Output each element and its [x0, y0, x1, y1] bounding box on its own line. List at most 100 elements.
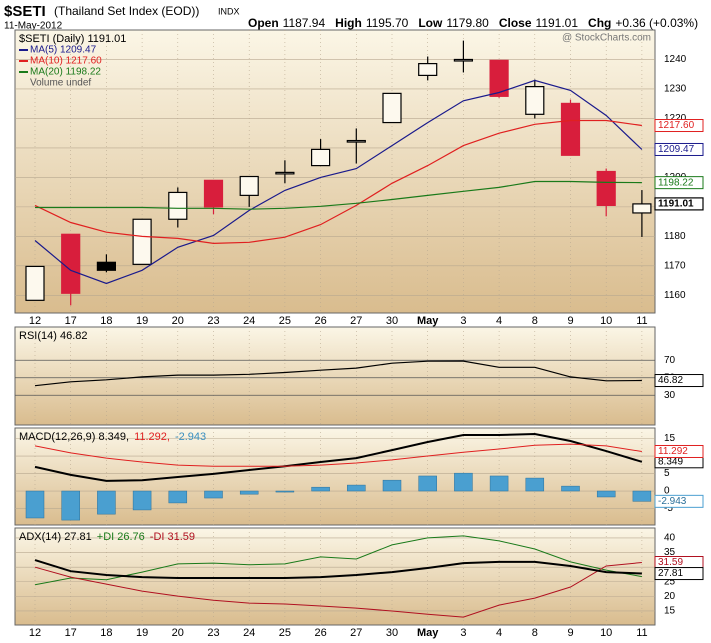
x-tick-label: 23 — [207, 315, 219, 327]
end-label: 31.59 — [658, 557, 683, 568]
candle-body — [596, 170, 616, 207]
legend-entry: ADX(14) 27.81 — [19, 531, 92, 543]
histogram-bar — [168, 490, 188, 504]
quote-label: Open — [248, 16, 279, 30]
close-label-box — [654, 197, 704, 211]
candle-body — [453, 58, 473, 62]
y-tick-label: 15 — [664, 433, 676, 444]
x-tick-label: 19 — [136, 627, 148, 639]
x-tick-label: 27 — [350, 627, 362, 639]
legend-entry: -DI 31.59 — [150, 531, 195, 543]
end-label: 8.349 — [658, 456, 683, 467]
y-tick-label: 1220 — [664, 113, 687, 124]
close-label: 1191.01 — [658, 199, 694, 210]
y-tick-label: 20 — [664, 591, 676, 602]
date: 11-May-2012 — [4, 21, 63, 32]
histogram-bar — [454, 472, 473, 492]
candle-body — [525, 85, 545, 115]
candle-body — [25, 265, 45, 301]
candle-body — [382, 92, 402, 124]
candle-body — [311, 148, 331, 167]
y-tick-label: -5 — [664, 503, 673, 514]
histogram-bar — [382, 479, 402, 492]
histogram-bar — [561, 485, 580, 492]
histogram-bar — [204, 490, 223, 499]
y-tick-label: 1240 — [664, 54, 687, 65]
x-tick-label: 26 — [314, 627, 326, 639]
candle-body — [203, 179, 224, 208]
legend-entry: +DI 26.76 — [97, 531, 145, 543]
x-tick-label: 9 — [567, 627, 573, 639]
quote-value: 1187.94 — [283, 16, 326, 30]
y-tick-label: 25 — [664, 576, 676, 587]
x-tick-label: May — [417, 627, 439, 639]
series-line — [34, 432, 643, 482]
y-tick-label: 15 — [664, 606, 676, 617]
legend: ADX(14) 27.81 +DI 26.76 -DI 31.59 — [19, 531, 195, 543]
x-tick-label: 19 — [136, 315, 148, 327]
y-tick-label: 30 — [664, 390, 676, 401]
x-tick-label: 26 — [314, 315, 326, 327]
y-tick-label: 1160 — [664, 290, 686, 301]
series-line — [34, 535, 642, 586]
y-tick-label: 0 — [664, 486, 670, 497]
quote-value: 1179.80 — [446, 16, 489, 30]
y-tick-label: 1170 — [664, 260, 686, 271]
histogram-bar — [275, 490, 295, 493]
x-tick-label: 20 — [172, 315, 184, 327]
x-tick-label: 30 — [386, 627, 398, 639]
histogram-bar — [347, 484, 366, 492]
quote-label: Close — [499, 16, 532, 30]
legend-title: $SETI (Daily) 1191.01 — [19, 33, 126, 45]
end-label-box — [654, 176, 704, 190]
x-tick-label: 9 — [567, 315, 573, 327]
candle-body — [632, 203, 652, 214]
x-tick-label: 11 — [636, 315, 647, 327]
legend-entry: MA(10) 1217.60 — [30, 56, 102, 67]
x-tick-label: 4 — [496, 627, 502, 639]
panel-bg — [14, 326, 656, 426]
end-label: 1217.60 — [658, 120, 695, 131]
x-tick-label: 12 — [29, 627, 41, 639]
end-label: -2.943 — [658, 496, 687, 507]
quote-label: Low — [418, 16, 443, 30]
x-tick-label: May — [417, 315, 439, 327]
end-label-box — [654, 142, 704, 156]
end-label-box — [654, 374, 704, 388]
histogram-bar — [25, 490, 45, 519]
legend-entry: 11.292, — [134, 431, 170, 443]
histogram-bar — [525, 477, 545, 492]
end-label-box — [654, 494, 704, 508]
histogram-bar — [61, 490, 80, 521]
histogram-bar — [97, 490, 116, 515]
x-tick-label: 18 — [100, 627, 112, 639]
series-line — [34, 562, 642, 618]
exchange: INDX — [218, 6, 240, 16]
end-label: 1198.22 — [658, 177, 694, 188]
candle-body — [275, 171, 295, 175]
legend-entry: RSI(14) 46.82 — [19, 330, 87, 342]
x-tick-label: 23 — [207, 627, 219, 639]
y-tick-label: 40 — [664, 533, 676, 544]
y-tick-label: 1180 — [664, 231, 686, 242]
histogram-bar — [489, 475, 509, 492]
volume-label: Volume undef — [30, 78, 91, 89]
x-tick-label: 12 — [29, 315, 41, 327]
x-tick-label: 10 — [600, 315, 612, 327]
x-tick-label: 10 — [600, 627, 612, 639]
x-tick-label: 8 — [532, 315, 538, 327]
x-tick-label: 17 — [65, 315, 77, 327]
y-tick-label: 5 — [664, 468, 670, 479]
series-line — [34, 559, 642, 579]
y-tick-label: 1230 — [664, 84, 687, 95]
histogram-bar — [596, 490, 616, 498]
series-line — [34, 119, 642, 245]
quote-line: Open 1187.94 High 1195.70 Low 1179.80 Close 119… — [248, 16, 698, 30]
chart-title: (Thailand Set Index (EOD)) — [54, 4, 199, 18]
series-line — [35, 180, 642, 210]
histogram-bar — [632, 490, 652, 502]
candle-body — [560, 102, 581, 156]
quote-value: 1191.01 — [536, 16, 579, 30]
x-tick-label: 8 — [532, 627, 538, 639]
